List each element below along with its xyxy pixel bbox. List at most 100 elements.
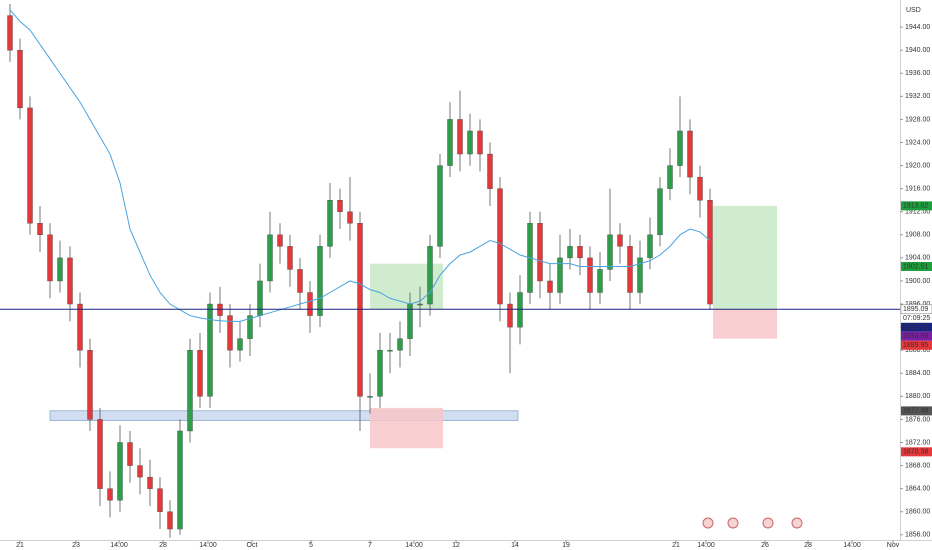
y-tick-label: 1856.00: [905, 532, 930, 539]
zone: [713, 205, 777, 310]
candle-body: [397, 338, 403, 351]
x-tick-label: 14:00: [843, 542, 861, 549]
candle-body: [207, 303, 213, 397]
candle-body: [517, 292, 523, 328]
moving-average: [9, 9, 711, 322]
x-tick-label: 14:00: [405, 542, 423, 549]
candle-body: [167, 511, 173, 530]
x-tick-label: 14:00: [199, 542, 217, 549]
candle-body: [497, 188, 503, 305]
candle-body: [67, 257, 73, 305]
x-tick-label: 14: [511, 542, 519, 549]
candle-body: [467, 130, 473, 155]
price-label: 1895.09: [903, 306, 928, 313]
candle-body: [347, 211, 353, 224]
candle-body: [457, 119, 463, 155]
event-icons: [702, 517, 803, 529]
y-tick-label: 1864.00: [905, 485, 930, 492]
candle-body: [367, 396, 373, 398]
y-tick-label: 1928.00: [905, 116, 930, 123]
price-label-bg: [901, 322, 932, 332]
x-tick-label: 28: [804, 542, 812, 549]
candle-body: [117, 442, 123, 501]
x-tick-label: 12: [452, 542, 460, 549]
event-icon: [791, 517, 803, 529]
zone: [713, 309, 777, 339]
x-tick-label: 21: [672, 542, 680, 549]
candle-body: [147, 476, 153, 489]
y-tick-label: 1912.00: [905, 209, 930, 216]
y-tick-label: 1932.00: [905, 93, 930, 100]
candle-body: [417, 303, 423, 306]
candle-body: [707, 199, 713, 305]
price-label: 1902.51: [903, 263, 928, 270]
candle-body: [507, 303, 513, 328]
candle-body: [537, 223, 543, 282]
candle-body: [267, 234, 273, 282]
candle-body: [197, 349, 203, 397]
candle-body: [427, 246, 433, 305]
x-tick-label: Nov: [887, 542, 900, 549]
y-tick-label: 1876.00: [905, 416, 930, 423]
candle-body: [607, 234, 613, 270]
price-label-bg: [901, 340, 932, 350]
candle-body: [677, 130, 683, 166]
y-tick-label: 1940.00: [905, 47, 930, 54]
x-tick-label: 7: [368, 542, 372, 549]
candle-body: [297, 269, 303, 293]
candle-body: [107, 488, 113, 501]
y-tick-label: 1944.00: [905, 24, 930, 31]
price-label-bg: [901, 406, 932, 416]
price-label: 1894.69: [903, 333, 928, 340]
candle-body: [237, 338, 243, 351]
candle-body: [587, 257, 593, 293]
price-label-bg: [901, 331, 932, 341]
candle-body: [647, 234, 653, 259]
y-tick-label: 1880.00: [905, 393, 930, 400]
candle-body: [637, 257, 643, 293]
candle-body: [187, 349, 193, 432]
candle-body: [257, 280, 263, 316]
candle-body: [127, 442, 133, 466]
candle-body: [567, 246, 573, 259]
event-icon: [702, 517, 714, 529]
price-label-bg: [901, 447, 932, 457]
candle-body: [667, 165, 673, 189]
plot: [7, 4, 777, 538]
candle-body: [217, 303, 223, 316]
y-tick-label: 1868.00: [905, 462, 930, 469]
candle-body: [277, 234, 283, 247]
candle-body: [227, 315, 233, 351]
price-label-bg: [901, 261, 932, 271]
candle-body: [247, 315, 253, 339]
y-tick-label: 1896.00: [905, 301, 930, 308]
candle-body: [697, 176, 703, 201]
candle-body: [337, 199, 343, 212]
price-label-bg: [900, 304, 932, 315]
x-tick-label: Oct: [247, 542, 258, 549]
y-tick-label: 1924.00: [905, 139, 930, 146]
event-icon: [762, 517, 774, 529]
candle-body: [617, 234, 623, 247]
candle-body: [597, 269, 603, 293]
candle-body: [447, 119, 453, 166]
candle-body: [157, 488, 163, 512]
candle-body: [177, 430, 183, 530]
x-tick-label: 23: [72, 542, 80, 549]
candle-body: [557, 257, 563, 293]
candle-body: [7, 15, 13, 51]
candle-body: [97, 419, 103, 489]
candle-body: [627, 246, 633, 293]
candle-body: [307, 292, 313, 316]
currency: USD: [906, 7, 921, 14]
y-tick-label: 1908.00: [905, 232, 930, 239]
candle-body: [547, 280, 553, 293]
price-label: 1870.38: [903, 449, 928, 456]
x-tick-label: 21: [16, 542, 24, 549]
x-tick-label: 14:00: [110, 542, 128, 549]
candle-body: [487, 153, 493, 189]
candle-body: [37, 223, 43, 236]
y-tick-label: 1900.00: [905, 278, 930, 285]
candle-body: [57, 257, 63, 282]
